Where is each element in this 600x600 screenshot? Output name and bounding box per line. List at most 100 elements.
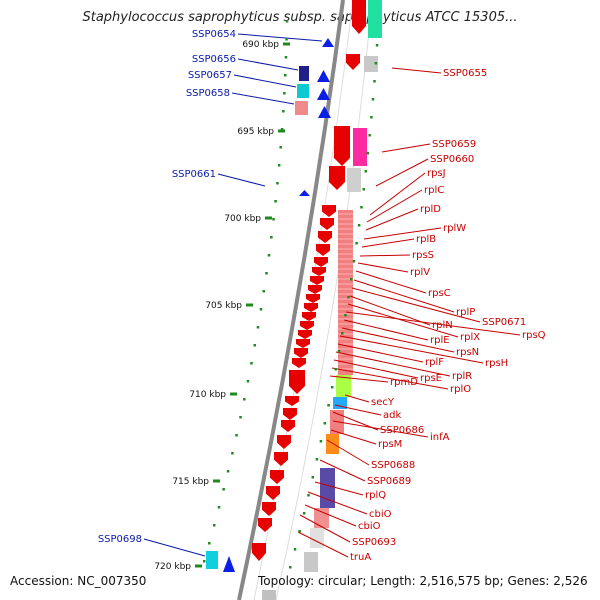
reverse-gene-arrow (252, 543, 266, 561)
gene-labels[interactable]: SSP0654 SSP0656 SSP0657 SSP0658 SSP0661 SSP06… (98, 29, 546, 563)
right-gene-label: SSP0693 (352, 537, 396, 548)
gc-dot (202, 560, 206, 563)
gc-dot (284, 74, 287, 77)
gc-dot (289, 566, 292, 569)
forward-gene-arrow (322, 38, 334, 47)
right-label-leader (329, 375, 389, 383)
forward-gene-arrow (317, 70, 330, 82)
right-label-leader (349, 295, 431, 326)
right-gene-label: rplV (410, 267, 430, 278)
right-label-leader (335, 351, 451, 377)
gc-dot (350, 278, 353, 281)
reverse-gene-arrow (292, 358, 306, 368)
reverse-gene-arrow (306, 294, 320, 303)
gc-dot (270, 236, 273, 239)
feature-box (326, 434, 339, 454)
right-label-leader (347, 303, 459, 338)
right-gene-label: rplN (432, 320, 453, 331)
gc-dots (202, 20, 379, 569)
gc-dot (243, 398, 246, 401)
gc-dot (375, 44, 379, 47)
gc-dot (344, 314, 347, 317)
gc-dot (311, 476, 315, 479)
gc-dot (366, 152, 370, 155)
gc-dot (226, 470, 230, 473)
right-gene-label: rpsS (412, 250, 434, 261)
gc-dot (279, 146, 282, 149)
gc-dot (364, 170, 368, 173)
reverse-gene-arrow (329, 166, 345, 190)
genome-backbone (237, 0, 345, 600)
left-label-leader (237, 58, 299, 71)
reverse-gene-arrow (298, 330, 312, 339)
right-label-leader (333, 359, 419, 379)
gc-dot (352, 260, 356, 263)
scale-tick-mark (278, 129, 285, 133)
right-gene-label: rpsH (485, 358, 508, 369)
gc-dot (370, 116, 373, 119)
right-label-leader (345, 311, 521, 336)
scale-tick-label: 700 kbp (224, 214, 261, 224)
left-gene-label: SSP0658 (186, 88, 230, 99)
right-gene-label: infA (430, 432, 450, 443)
right-gene-label: SSP0671 (482, 317, 526, 328)
gc-dot (246, 380, 250, 383)
reverse-gene-arrow (312, 267, 326, 276)
right-label-leader (332, 420, 429, 438)
reverse-gene-arrow (274, 452, 288, 466)
gc-dot (285, 38, 288, 41)
gc-dot (341, 332, 344, 335)
gc-dot (362, 188, 365, 191)
feature-box (347, 168, 361, 192)
right-gene-label: rplE (430, 335, 450, 346)
reverse-gene-arrow (334, 126, 350, 166)
left-label-leader (237, 33, 323, 42)
scale-tick-label: 715 kbp (172, 477, 209, 487)
reverse-gene-arrow (320, 218, 334, 230)
gc-dot (239, 416, 242, 419)
left-gene-label: SSP0661 (172, 169, 216, 180)
right-label-leader (351, 287, 481, 323)
gc-dot (319, 440, 323, 443)
reverse-gene-arrow (270, 470, 284, 484)
right-gene-label: SSP0686 (380, 425, 424, 436)
right-label-leader (357, 262, 409, 273)
scale-tick-label: 710 kbp (189, 390, 226, 400)
right-label-leader (375, 158, 429, 187)
scale-tick-mark (230, 392, 237, 396)
gc-dot (315, 458, 319, 461)
scale-ticks: 690 kbp 695 kbp 700 kbp 705 kbp 710 kbp 715 k… (154, 40, 290, 572)
right-label-leader (369, 172, 426, 216)
reverse-gene-arrow (289, 370, 305, 394)
right-label-leader (330, 429, 377, 445)
feature-box (295, 101, 308, 115)
scale-tick-mark (283, 42, 290, 46)
right-label-leader (297, 531, 349, 558)
gc-dot (371, 98, 375, 101)
right-gene-label: SSP0659 (432, 139, 476, 150)
gc-dot (262, 290, 266, 293)
reverse-gene-arrow (262, 502, 276, 516)
right-gene-label: SSP0660 (430, 154, 474, 165)
right-label-leader (355, 270, 427, 294)
right-label-leader (361, 238, 415, 248)
gc-dot (337, 350, 341, 353)
right-label-leader (326, 439, 370, 466)
right-label-leader (353, 279, 455, 313)
scale-tick-label: 705 kbp (205, 301, 242, 311)
right-label-leader (381, 143, 431, 153)
scale-tick-label: 690 kbp (242, 40, 279, 50)
feature-box (353, 128, 367, 166)
gc-dot (298, 530, 301, 533)
right-gene-label: secY (371, 397, 395, 408)
gc-dot (330, 386, 334, 389)
map-title: Staphylococcus saprophyticus subsp. sapr… (82, 10, 518, 25)
gc-dot (360, 206, 363, 209)
right-label-leader (299, 514, 351, 543)
right-label-leader (363, 227, 442, 240)
gc-dot (374, 62, 378, 65)
gc-dot (355, 242, 358, 245)
scale-tick-mark (246, 303, 253, 307)
gene-features[interactable] (206, 0, 382, 600)
